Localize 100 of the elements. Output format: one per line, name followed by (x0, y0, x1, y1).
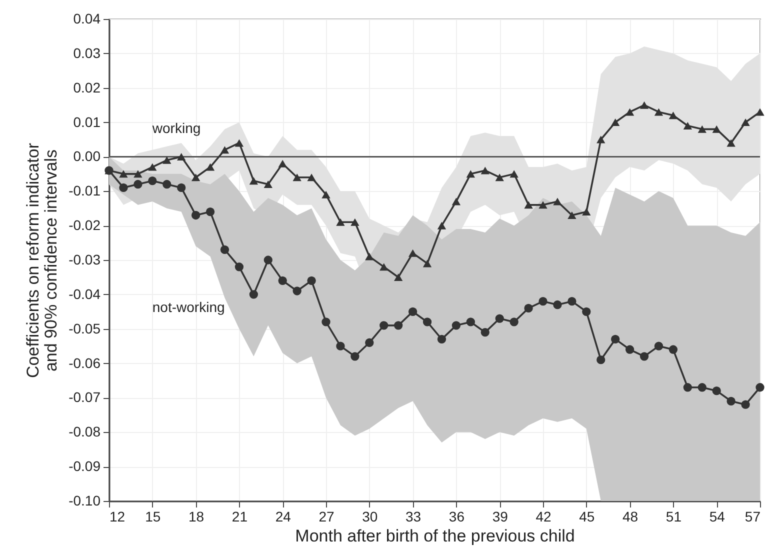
point (220, 245, 230, 254)
point (683, 383, 692, 392)
x-tick-label: 24 (275, 508, 292, 524)
y-tick-label: 0.04 (73, 10, 101, 26)
y-tick-label: -0.04 (68, 286, 101, 302)
point (568, 296, 576, 306)
point (234, 262, 244, 272)
x-tick-label: 18 (188, 508, 204, 524)
y-tick-label: 0.00 (73, 148, 101, 164)
point (408, 307, 418, 316)
point (206, 207, 215, 216)
point (538, 296, 548, 306)
point (480, 166, 490, 174)
point (741, 400, 750, 409)
point (249, 177, 258, 185)
point (264, 256, 272, 264)
point (654, 108, 664, 116)
point (625, 108, 634, 116)
x-axis-title: Month after birth of the previous child (295, 526, 575, 546)
x-tick-label: 45 (579, 508, 595, 524)
point (625, 345, 634, 354)
point (394, 321, 403, 330)
y-tick-label: -0.06 (68, 354, 101, 371)
y-tick-label: -0.08 (68, 424, 101, 440)
point (322, 318, 330, 326)
point (726, 396, 736, 406)
point (134, 170, 142, 178)
point (119, 170, 128, 178)
y-tick-label: -0.02 (68, 217, 101, 234)
point (365, 252, 374, 260)
point (336, 342, 345, 350)
point (582, 208, 591, 216)
series-label: working (151, 120, 201, 136)
point (177, 152, 186, 160)
point (524, 304, 533, 313)
point (307, 276, 316, 285)
point (278, 160, 287, 168)
point (350, 218, 360, 226)
point (350, 352, 360, 361)
point (394, 273, 403, 281)
point (698, 125, 706, 133)
point (726, 139, 736, 147)
point (437, 222, 446, 230)
point (553, 198, 562, 206)
point (741, 118, 750, 126)
point (640, 352, 649, 361)
point (148, 176, 157, 186)
point (336, 218, 345, 226)
point (698, 383, 706, 392)
y-axis-title: Coefficients on reform indicator and 90% confidence intervals (24, 142, 61, 378)
point (119, 183, 128, 192)
point (640, 101, 649, 109)
point (495, 314, 504, 323)
x-tick-label: 54 (709, 508, 726, 524)
point (365, 338, 374, 347)
point (596, 136, 606, 144)
point (134, 180, 142, 189)
point (712, 386, 721, 396)
point (437, 334, 446, 344)
point (466, 170, 475, 178)
point (162, 180, 172, 189)
point (712, 125, 721, 133)
point (422, 318, 432, 326)
x-tick-label: 33 (406, 508, 422, 524)
point (568, 211, 576, 219)
point (422, 260, 432, 268)
x-tick-label: 30 (362, 508, 378, 524)
point (611, 334, 620, 344)
point (756, 383, 764, 392)
point (380, 321, 388, 330)
point (668, 112, 678, 120)
point (668, 345, 678, 354)
x-tick-label: 15 (145, 508, 161, 524)
point (524, 201, 533, 209)
point (495, 174, 504, 182)
point (148, 163, 157, 171)
point (191, 210, 200, 220)
point (380, 263, 388, 271)
point (611, 118, 620, 126)
y-tick-label: -0.01 (68, 182, 101, 199)
x-tick-label: 51 (666, 508, 682, 524)
point (292, 174, 302, 182)
point (582, 307, 591, 316)
point (162, 156, 172, 164)
x-tick-label: 12 (110, 508, 126, 524)
x-tick-label: 21 (232, 508, 248, 524)
point (683, 122, 692, 130)
point (452, 198, 461, 206)
point (756, 108, 764, 116)
point (452, 321, 461, 330)
series-label: not-working (152, 299, 225, 316)
point (538, 201, 548, 209)
point (596, 356, 606, 364)
y-tick-label: 0.02 (73, 79, 101, 96)
point (480, 328, 490, 337)
point (292, 286, 302, 296)
point (234, 139, 244, 147)
y-tick-label: 0.03 (73, 44, 101, 61)
x-tick-label: 39 (492, 508, 508, 524)
point (206, 163, 215, 171)
